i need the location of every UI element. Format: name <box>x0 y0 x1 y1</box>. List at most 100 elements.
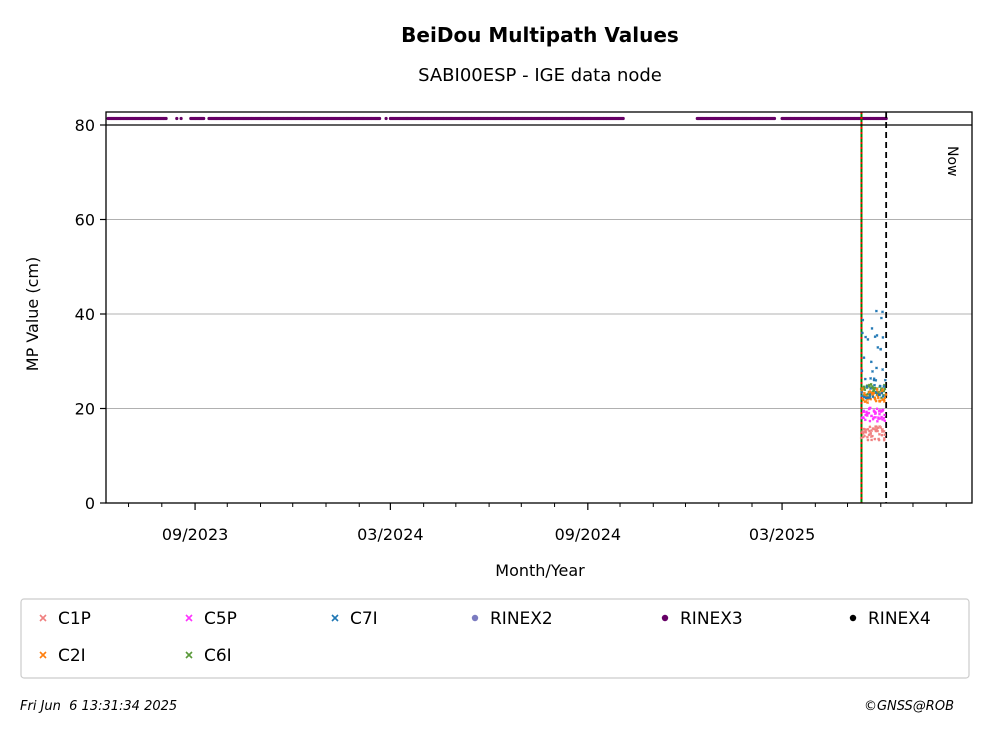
c5p-point <box>874 415 877 419</box>
c7i-point <box>870 326 874 330</box>
y-axis-ticks: 0 20 40 60 80 <box>75 116 106 513</box>
c1p-point <box>870 434 874 438</box>
c2i-point <box>881 388 885 392</box>
y-tick-label: 0 <box>85 494 95 513</box>
x-tick-label: 09/2023 <box>162 525 228 544</box>
c2i-point <box>882 398 886 402</box>
c1p-point <box>880 433 884 437</box>
legend-marker-c5p <box>185 614 193 622</box>
c1p-point <box>864 430 868 434</box>
c2i-point <box>873 397 877 401</box>
c7i-point <box>860 331 864 335</box>
c7i-point <box>871 369 874 373</box>
now-label: Now <box>944 146 960 177</box>
c7i-point <box>866 337 870 341</box>
rinex3-point <box>772 116 777 121</box>
rinex3-point <box>175 116 179 121</box>
y-tick-label: 20 <box>75 400 95 419</box>
c2i-point <box>863 400 867 403</box>
c5p-point <box>867 411 871 415</box>
c2i-point <box>875 387 879 391</box>
rinex-band <box>106 116 888 121</box>
c5p-point <box>883 413 887 417</box>
c6i-point <box>867 384 871 388</box>
c7i-point <box>874 391 878 394</box>
legend-label-c1p: C1P <box>58 609 91 629</box>
c1p-point <box>882 436 886 440</box>
c7i-point <box>881 310 884 314</box>
y-axis-label: MP Value (cm) <box>23 257 42 371</box>
c7i-point <box>877 393 881 397</box>
c1p-point <box>866 438 870 442</box>
c7i-point <box>874 378 878 382</box>
c7i-point <box>882 385 886 388</box>
c2i-point <box>866 401 870 405</box>
c2i-point <box>876 396 880 400</box>
c7i-point <box>868 393 872 396</box>
c1p-point <box>869 431 873 435</box>
rinex3-point <box>378 116 382 121</box>
c1p-point <box>876 429 880 433</box>
c5p-point <box>868 419 872 423</box>
x-axis-ticks: 09/2023 03/2024 09/2024 03/2025 <box>128 503 947 544</box>
plot-frame <box>105 111 973 504</box>
y-tick-label: 60 <box>75 211 95 230</box>
c1p-point <box>877 432 881 436</box>
chart-title: BeiDou Multipath Values <box>401 23 679 47</box>
c6i-point <box>863 388 867 392</box>
c1p-point <box>879 426 883 429</box>
c5p-point <box>863 418 867 422</box>
c7i-point <box>881 368 885 371</box>
c7i-point <box>862 356 866 360</box>
c6i-point <box>870 384 874 388</box>
c7i-point <box>868 396 872 400</box>
c7i-point <box>869 360 873 364</box>
c2i-point <box>868 390 872 393</box>
y-tick-label: 40 <box>75 305 95 324</box>
legend-marker-c1p <box>39 614 47 622</box>
legend-label-rinex2: RINEX2 <box>490 609 553 629</box>
c5p-point <box>865 414 869 417</box>
x-axis-label: Month/Year <box>495 561 585 580</box>
c7i-point <box>860 394 864 398</box>
legend-marker-rinex4 <box>849 614 857 622</box>
legend-label-c6i: C6I <box>204 646 232 666</box>
legend-marker-rinex3 <box>661 614 669 622</box>
c7i-point <box>861 318 865 322</box>
c1p-point <box>863 434 866 438</box>
c5p-point <box>877 417 880 421</box>
c1p-point <box>868 425 872 429</box>
c7i-point <box>880 391 884 395</box>
c2i-point <box>861 387 865 391</box>
x-tick-label: 03/2025 <box>749 525 815 544</box>
legend: C1P C5P C7I RINEX2 RINEX3 RINEX4 C2I C6I <box>39 609 931 666</box>
c1p-point <box>882 429 886 433</box>
y-tick-label: 80 <box>75 116 95 135</box>
c2i-point <box>863 393 867 397</box>
footer-timestamp: Fri Jun 6 13:31:34 2025 <box>20 699 177 714</box>
rinex3-point <box>164 116 168 121</box>
legend-label-c5p: C5P <box>204 609 237 629</box>
c5p-point <box>875 419 879 423</box>
c5p-point <box>868 406 872 410</box>
c7i-point <box>878 384 882 388</box>
c7i-point <box>874 309 878 313</box>
chart-subtitle: SABI00ESP - IGE data node <box>418 65 662 86</box>
legend-marker-c7i <box>331 614 339 622</box>
c5p-point <box>882 416 886 420</box>
c5p-point <box>873 412 877 416</box>
c2i-point <box>878 399 882 403</box>
footer-copyright: ©GNSS@ROB <box>864 699 954 714</box>
c2i-point <box>872 391 876 395</box>
c6i-point <box>869 382 873 386</box>
rinex3-point <box>202 116 206 121</box>
c1p-point <box>877 437 881 441</box>
c7i-point <box>865 385 869 389</box>
legend-marker-c6i <box>185 651 193 659</box>
c5p-point <box>875 407 879 411</box>
c5p-point <box>870 414 873 418</box>
legend-label-c2i: C2I <box>58 646 86 666</box>
c7i-point <box>881 394 885 398</box>
c1p-point <box>870 438 874 442</box>
c7i-point <box>869 376 873 380</box>
